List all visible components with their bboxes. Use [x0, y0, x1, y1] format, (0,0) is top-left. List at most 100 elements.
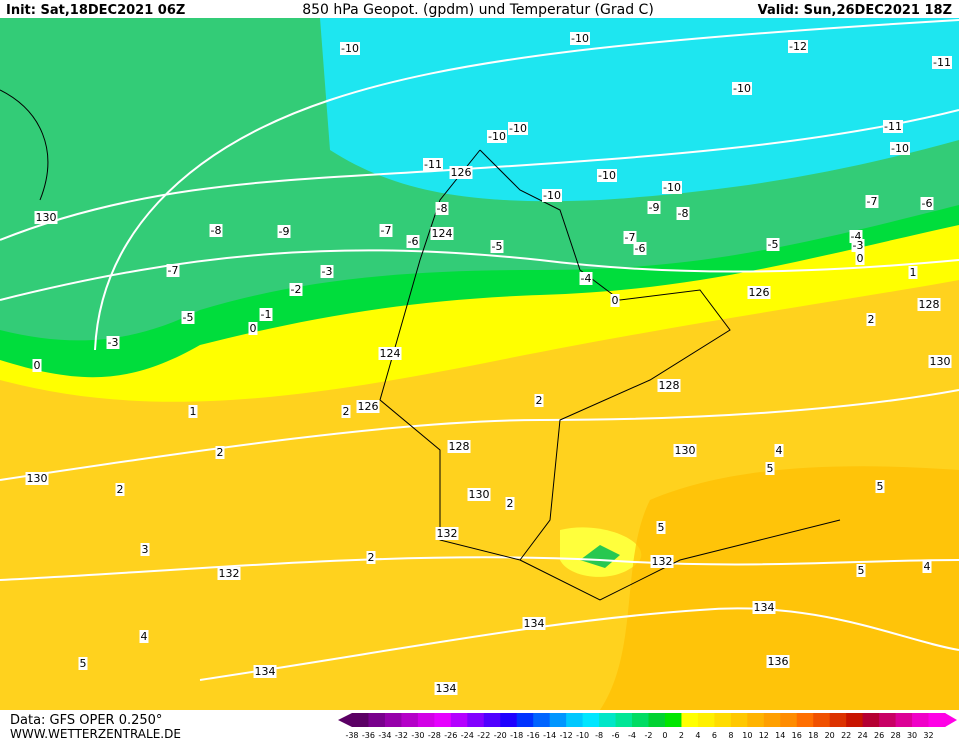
- contour-label: -10: [341, 42, 359, 55]
- contour-label-bg: [610, 294, 620, 307]
- contour-label: 2: [217, 446, 224, 459]
- contour-label-bg: [747, 286, 771, 299]
- colorbar-arrow-right: [945, 713, 957, 727]
- contour-label-bg: [490, 240, 504, 253]
- colorbar-swatch: [533, 713, 551, 727]
- colorbar-swatch: [780, 713, 798, 727]
- colorbar-swatch: [664, 713, 682, 727]
- colorbar-label: 0: [662, 731, 667, 740]
- contour-label: 4: [776, 444, 783, 457]
- colorbar-label: -38: [345, 731, 358, 740]
- contour-label-bg: [467, 488, 491, 501]
- colorbar-swatch: [615, 713, 633, 727]
- colorbar-label: 18: [808, 731, 818, 740]
- contour-label-bg: [570, 32, 590, 45]
- contour-label: -9: [279, 225, 290, 238]
- contour-label: 0: [250, 322, 257, 335]
- colorbar-swatch: [401, 713, 419, 727]
- contour-label: -1: [261, 308, 272, 321]
- contour-label-bg: [855, 252, 865, 265]
- contour-label: 0: [612, 294, 619, 307]
- contour-label-bg: [32, 359, 42, 372]
- contour-label: -7: [381, 224, 392, 237]
- colorbar-arrow-left: [338, 713, 352, 727]
- contour-label: 134: [436, 682, 457, 695]
- contour-label-bg: [277, 225, 291, 238]
- contour-label-bg: [732, 82, 752, 95]
- contour-label: -6: [408, 235, 419, 248]
- contour-label: -5: [492, 240, 503, 253]
- contour-label-bg: [166, 264, 180, 277]
- contour-label-bg: [922, 560, 932, 573]
- contour-label: -8: [437, 202, 448, 215]
- valid-time: Valid: Sun,26DEC2021 18Z: [758, 3, 952, 18]
- colorbar-swatch: [796, 713, 814, 727]
- contour-label-bg: [890, 142, 910, 155]
- contour-label-bg: [673, 444, 697, 457]
- colorbar-swatch: [467, 713, 485, 727]
- colorbar-swatch: [516, 713, 534, 727]
- contour-label: 128: [449, 440, 470, 453]
- contour-label-bg: [340, 42, 360, 55]
- colorbar-label: 4: [695, 731, 700, 740]
- contour-label-bg: [379, 224, 393, 237]
- colorbar-label: -34: [378, 731, 391, 740]
- colorbar-swatch: [368, 713, 386, 727]
- colorbar-swatch: [648, 713, 666, 727]
- contour-label-bg: [920, 197, 934, 210]
- data-source: Data: GFS OPER 0.250°: [10, 713, 162, 728]
- colorbar-label: -14: [543, 731, 556, 740]
- contour-label: 2: [343, 405, 350, 418]
- contour-label: 132: [437, 527, 458, 540]
- contour-label-bg: [449, 166, 473, 179]
- contour-label-bg: [505, 497, 515, 510]
- colorbar-label: 24: [858, 731, 868, 740]
- colorbar-swatch: [763, 713, 781, 727]
- contour-label: -4: [851, 230, 862, 243]
- contour-label-bg: [676, 207, 690, 220]
- contour-label-bg: [765, 462, 775, 475]
- site-url: WWW.WETTERZENTRALE.DE: [10, 727, 181, 741]
- contour-label: -10: [571, 32, 589, 45]
- contour-label: 4: [141, 630, 148, 643]
- colorbar-swatch: [582, 713, 600, 727]
- contour-label-bg: [883, 120, 903, 133]
- contour-label-bg: [597, 169, 617, 182]
- colorbar-label: -20: [494, 731, 507, 740]
- contour-label-bg: [341, 405, 351, 418]
- colorbar-label: 32: [923, 731, 933, 740]
- contour-label-bg: [356, 400, 380, 413]
- contour-label: -10: [598, 169, 616, 182]
- contour-label-bg: [423, 158, 443, 171]
- contour-label: -10: [543, 189, 561, 202]
- contour-label: 1: [910, 266, 917, 279]
- colorbar-swatch: [599, 713, 617, 727]
- contour-label: 130: [469, 488, 490, 501]
- contour-label: 5: [658, 521, 665, 534]
- contour-label: 126: [358, 400, 379, 413]
- contour-label: 2: [868, 313, 875, 326]
- colorbar-label: -4: [628, 731, 636, 740]
- contour-label: -10: [488, 130, 506, 143]
- contour-label: -7: [867, 195, 878, 208]
- contour-label-bg: [217, 567, 241, 580]
- contour-label: -9: [649, 201, 660, 214]
- contour-label-bg: [865, 195, 879, 208]
- contour-label: -7: [625, 231, 636, 244]
- contour-label: 2: [536, 394, 543, 407]
- colorbar-swatch: [697, 713, 715, 727]
- contour-label-bg: [115, 483, 125, 496]
- contour-label: 2: [507, 497, 514, 510]
- contour-label: -4: [581, 272, 592, 285]
- contour-label: -10: [891, 142, 909, 155]
- contour-label: 0: [857, 252, 864, 265]
- contour-label-bg: [788, 40, 808, 53]
- colorbar-label: -30: [411, 731, 424, 740]
- colorbar-label: -24: [461, 731, 474, 740]
- contour-label: -11: [884, 120, 902, 133]
- colorbar-swatch: [714, 713, 732, 727]
- contour-label: -7: [168, 264, 179, 277]
